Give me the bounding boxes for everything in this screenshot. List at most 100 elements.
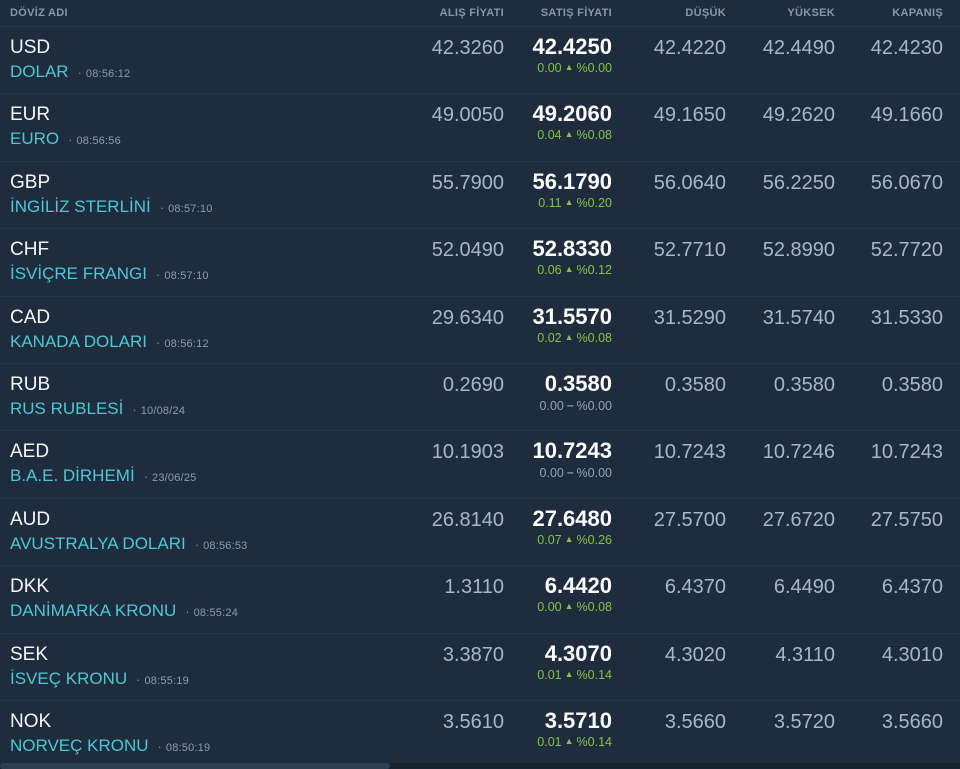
- change-line: 0.00 ▲ %0.00: [504, 61, 612, 75]
- currency-cell: AUD AVUSTRALYA DOLARI · 08:56:53: [10, 499, 386, 565]
- table-row[interactable]: USD DOLAR · 08:56:12 42.3260 42.4250 0.00 ▲…: [0, 27, 960, 95]
- last-update-time: 08:56:12: [164, 337, 209, 350]
- currency-subline: İSVEÇ KRONU · 08:55:19: [10, 669, 386, 689]
- bullet-separator-icon: ·: [143, 469, 149, 485]
- low-price: 4.3020: [664, 643, 726, 666]
- sell-price-cell: 10.7243 0.00– %0.00: [504, 431, 612, 497]
- currency-name: RUS RUBLESİ: [10, 398, 124, 418]
- low-price: 31.5290: [653, 306, 726, 329]
- table-row[interactable]: AED B.A.E. DİRHEMİ · 23/06/25 10.1903 10.7…: [0, 431, 960, 499]
- close-price: 0.3580: [881, 373, 943, 396]
- change-direction-icon: ▲: [564, 668, 574, 679]
- close-price: 52.7720: [870, 239, 943, 262]
- sell-price-cell: 49.2060 0.04 ▲ %0.08: [504, 94, 612, 160]
- column-header-buy-price[interactable]: ALIŞ FİYATI: [439, 7, 504, 19]
- change-direction-icon: ▲: [564, 264, 574, 275]
- table-row[interactable]: EUR EURO · 08:56:56 49.0050 49.2060 0.04 ▲%…: [0, 94, 960, 162]
- currency-name: İNGİLİZ STERLİNİ: [10, 196, 151, 216]
- table-row[interactable]: DKK DANİMARKA KRONU · 08:55:24 1.3110 6.44…: [0, 566, 960, 634]
- high-price: 49.2620: [762, 104, 835, 127]
- close-price: 56.0670: [870, 171, 943, 194]
- table-row[interactable]: CAD KANADA DOLARI · 08:56:12 29.6340 31.55…: [0, 297, 960, 364]
- sell-price-cell: 31.5570 0.02 ▲ %0.08: [504, 297, 612, 363]
- sell-price-cell: 4.3070 0.01 ▲ %0.14: [504, 634, 612, 700]
- change-direction-icon: ▲: [564, 331, 574, 342]
- change-line: 0.01 ▲ %0.14: [504, 735, 612, 749]
- last-update-time: 08:56:12: [85, 68, 131, 80]
- currency-code: SEK: [10, 643, 49, 665]
- column-header-sell-price[interactable]: SATIŞ FİYATI: [540, 7, 612, 19]
- currency-cell: SEK İSVEÇ KRONU · 08:55:19: [10, 634, 386, 700]
- buy-price: 29.6340: [431, 306, 504, 329]
- buy-price: 55.7900: [431, 171, 504, 194]
- high-price: 27.6720: [762, 508, 835, 531]
- change-value: 0.00: [537, 61, 562, 75]
- sell-price: 56.1790: [532, 168, 612, 194]
- currency-code: RUB: [10, 373, 51, 395]
- currency-name: EURO: [10, 129, 60, 149]
- buy-price: 52.0490: [431, 239, 504, 262]
- high-price: 3.5720: [773, 710, 835, 733]
- bullet-separator-icon: ·: [77, 65, 82, 80]
- table-row[interactable]: NOK NORVEÇ KRONU · 08:50:19 3.5610 3.5710 …: [0, 701, 960, 769]
- table-header: DÖVİZ ADI ALIŞ FİYATI SATIŞ FİYATI DÜŞÜK…: [0, 0, 960, 27]
- column-header-currency-name[interactable]: DÖVİZ ADI: [10, 7, 68, 19]
- currency-subline: RUS RUBLESİ · 10/08/24: [10, 399, 386, 419]
- column-header-close[interactable]: KAPANIŞ: [892, 7, 943, 19]
- sell-price-cell: 52.8330 0.06 ▲ %0.12: [504, 229, 612, 295]
- high-price: 31.5740: [762, 306, 835, 329]
- currency-cell: EUR EURO · 08:56:56: [10, 94, 386, 160]
- change-line: 0.04 ▲ %0.08: [504, 128, 612, 142]
- last-update-time: 08:55:19: [144, 674, 189, 687]
- sell-price-cell: 6.4420 0.00 ▲ %0.08: [504, 566, 612, 632]
- high-price: 10.7246: [762, 441, 835, 464]
- change-direction-icon: ▲: [564, 533, 574, 544]
- horizontal-scrollbar-thumb[interactable]: [0, 763, 390, 769]
- table-row[interactable]: GBP İNGİLİZ STERLİNİ · 08:57:10 55.7900 56…: [0, 162, 960, 230]
- change-value: 0.00: [537, 600, 562, 615]
- change-value: 0.00: [539, 466, 564, 481]
- currency-code: AED: [10, 441, 50, 463]
- currency-subline: DOLAR · 08:56:12: [10, 62, 386, 82]
- sell-price: 6.4420: [544, 573, 612, 599]
- buy-price: 1.3110: [444, 576, 504, 599]
- table-row[interactable]: CHF İSVİÇRE FRANGI · 08:57:10 52.0490 52.8…: [0, 229, 960, 297]
- currency-code: USD: [10, 37, 51, 58]
- change-percent: %0.00: [576, 61, 612, 75]
- change-line: 0.02 ▲ %0.08: [504, 331, 612, 345]
- low-price: 27.5700: [653, 508, 726, 531]
- change-line: 0.07 ▲ %0.26: [504, 533, 612, 547]
- sell-price: 52.8330: [532, 236, 612, 262]
- last-update-time: 08:55:24: [193, 607, 239, 620]
- currency-name: DANİMARKA KRONU: [10, 601, 177, 621]
- currency-subline: B.A.E. DİRHEMİ · 23/06/25: [10, 466, 386, 486]
- bullet-separator-icon: ·: [155, 267, 161, 283]
- low-price: 42.4220: [653, 37, 726, 59]
- bullet-separator-icon: ·: [157, 738, 162, 754]
- change-value: 0.01: [537, 667, 562, 682]
- close-price: 49.1660: [870, 104, 943, 127]
- buy-price: 26.8140: [431, 508, 504, 531]
- close-price: 3.5660: [881, 710, 943, 733]
- table-row[interactable]: SEK İSVEÇ KRONU · 08:55:19 3.3870 4.3070 0…: [0, 634, 960, 701]
- column-header-high[interactable]: YÜKSEK: [787, 7, 835, 19]
- change-percent: %0.08: [576, 128, 612, 143]
- change-percent: %0.26: [576, 532, 612, 547]
- buy-price: 42.3260: [431, 37, 504, 59]
- currency-subline: NORVEÇ KRONU · 08:50:19: [10, 736, 386, 756]
- change-percent: %0.14: [576, 667, 612, 682]
- currency-cell: DKK DANİMARKA KRONU · 08:55:24: [10, 566, 386, 632]
- last-update-time: 10/08/24: [140, 404, 186, 417]
- table-row[interactable]: AUD AVUSTRALYA DOLARI · 08:56:53 26.8140 2…: [0, 499, 960, 567]
- last-update-time: 08:56:53: [203, 539, 248, 552]
- currency-code: CAD: [10, 306, 51, 328]
- currency-cell: RUB RUS RUBLESİ · 10/08/24: [10, 364, 386, 430]
- currency-code: DKK: [10, 576, 50, 598]
- table-row[interactable]: RUB RUS RUBLESİ · 10/08/24 0.2690 0.3580 0…: [0, 364, 960, 432]
- currency-name: B.A.E. DİRHEMİ: [10, 466, 135, 486]
- buy-price: 3.3870: [442, 643, 504, 666]
- high-price: 4.3110: [775, 643, 835, 666]
- column-header-low[interactable]: DÜŞÜK: [685, 7, 726, 19]
- low-price: 6.4370: [664, 576, 726, 599]
